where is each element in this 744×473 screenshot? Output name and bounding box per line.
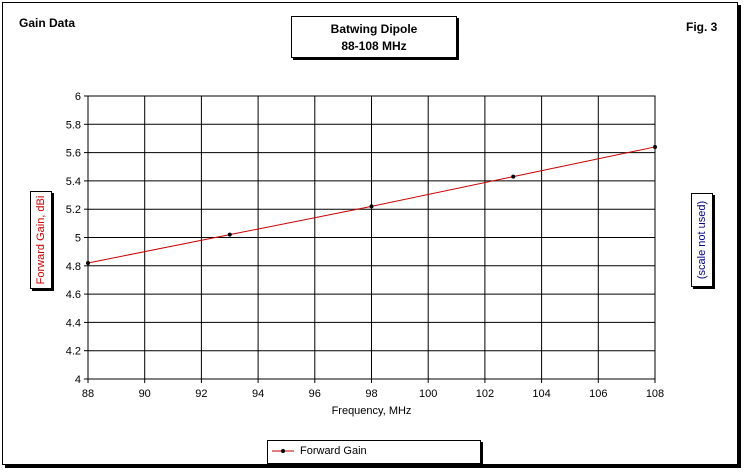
x-tick-label: 108 [646, 388, 664, 400]
x-tick-label: 100 [419, 388, 437, 400]
x-tick-label: 96 [309, 388, 321, 400]
data-point [86, 260, 90, 265]
chart-title: Batwing Dipole [330, 22, 418, 36]
x-tick-label: 106 [589, 388, 607, 400]
y-tick-label: 4.4 [66, 317, 81, 329]
legend-marker-icon [272, 449, 294, 453]
y-tick-label: 4.6 [66, 289, 81, 301]
secondary-axis-title-box: (scale not used) [691, 193, 713, 287]
x-tick-label: 102 [476, 388, 494, 400]
data-point [227, 232, 232, 237]
y-tick-label: 4.8 [66, 261, 81, 273]
y-tick-label: 4.2 [66, 346, 81, 358]
figure-number-label: Fig. 3 [686, 20, 718, 34]
x-tick-label: 90 [139, 388, 151, 400]
data-point [653, 144, 657, 149]
plot-area: 4 4.2 4.4 4.6 4.8 5 5.2 5.4 5.6 5.8 6 88 90 92 94 96 98 1… [66, 91, 664, 417]
data-point [369, 204, 374, 209]
y-tick-label: 5 [75, 233, 81, 245]
chart-title-box: Batwing Dipole 88-108 MHz [291, 16, 457, 58]
y-axis-title-box: Forward Gain, dBi [30, 191, 52, 289]
chart-frame: Gain Data Fig. 3 Batwing Dipole 88-108 M… [2, 2, 738, 465]
y-tick-label: 6 [75, 91, 81, 103]
y-tick-label: 5.4 [66, 176, 81, 188]
legend: Forward Gain [267, 440, 481, 464]
x-tick-label: 92 [195, 388, 207, 400]
x-tick-label: 94 [252, 388, 264, 400]
x-tick-label: 88 [82, 388, 94, 400]
chart-subtitle: 88-108 MHz [341, 39, 407, 53]
x-tick-label: 98 [365, 388, 377, 400]
data-point [511, 174, 516, 179]
chart-corner-label: Gain Data [19, 16, 76, 30]
y-tick-label: 5.2 [66, 204, 81, 216]
y-tick-label: 5.6 [66, 148, 81, 160]
legend-series-label: Forward Gain [300, 445, 367, 457]
y-tick-label: 5.8 [66, 119, 81, 131]
y-tick-label: 4 [75, 374, 81, 386]
x-tick-label: 104 [532, 388, 550, 400]
x-axis-title: Frequency, MHz [332, 405, 412, 417]
